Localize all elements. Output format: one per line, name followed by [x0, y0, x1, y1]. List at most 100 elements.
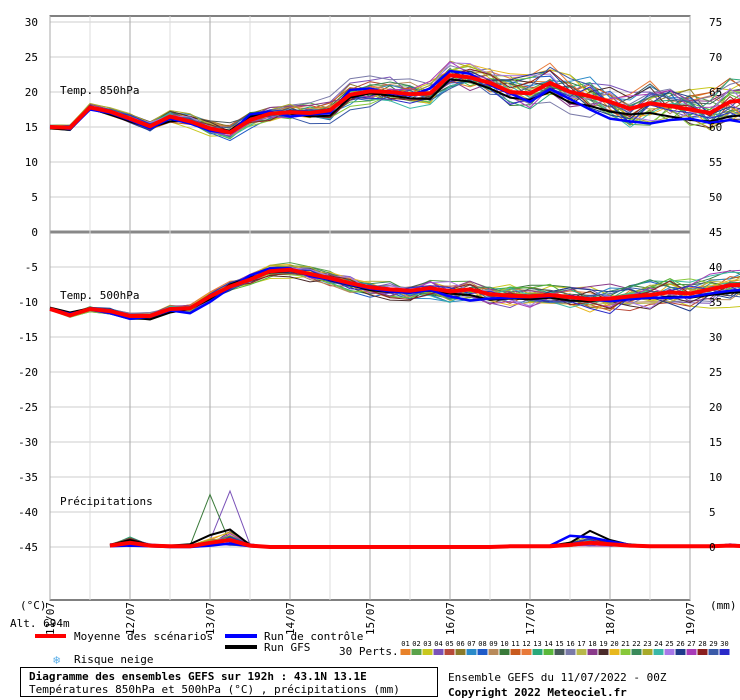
pert-25-number: 25	[665, 640, 673, 648]
chart-legend: Moyenne des scénarios Run de contrôleRun …	[35, 630, 730, 667]
right-tick-label: 15	[709, 436, 722, 449]
pert-06-swatch	[455, 649, 466, 655]
diagram-title: Diagramme des ensembles GEFS sur 192h : …	[29, 670, 367, 683]
pert-26-number: 26	[676, 640, 684, 648]
pert-18-number: 18	[588, 640, 596, 648]
pert-16-swatch	[565, 649, 576, 655]
pert-01-swatch	[400, 649, 411, 655]
right-tick-label: 60	[709, 121, 722, 134]
panel-label-precip: Précipitations	[60, 495, 153, 508]
panel-label-t500: Temp. 500hPa	[60, 289, 139, 302]
right-tick-label: 50	[709, 191, 722, 204]
left-axis-unit: (°C)	[20, 599, 47, 612]
snowflake-icon: ❄	[53, 653, 60, 667]
pert-29-swatch	[708, 649, 719, 655]
left-tick-label: 25	[25, 51, 38, 64]
pert-18-swatch	[587, 649, 598, 655]
x-tick-label: 16/07	[444, 602, 457, 635]
pert-01-number: 01	[401, 640, 409, 648]
pert-11-swatch	[510, 649, 521, 655]
pert-29-number: 29	[709, 640, 717, 648]
panel-label-t850: Temp. 850hPa	[60, 84, 139, 97]
left-tick-label: -10	[18, 296, 38, 309]
legend-mean-label: Moyenne des scénarios	[74, 630, 213, 643]
legend-gfs-label: Run GFS	[264, 641, 310, 654]
pert-28-number: 28	[698, 640, 706, 648]
pert-14-number: 14	[544, 640, 552, 648]
pert-05-swatch	[444, 649, 455, 655]
right-tick-label: 70	[709, 51, 722, 64]
left-tick-label: -5	[25, 261, 38, 274]
pert-04-number: 04	[434, 640, 442, 648]
pert-23-swatch	[642, 649, 653, 655]
pert-19-number: 19	[599, 640, 607, 648]
x-tick-label: 14/07	[284, 602, 297, 635]
pert-25-swatch	[664, 649, 675, 655]
left-tick-label: -25	[18, 401, 38, 414]
pert-21-number: 21	[621, 640, 629, 648]
pert-02-number: 02	[412, 640, 420, 648]
pert-13-swatch	[532, 649, 543, 655]
pert-26-swatch	[675, 649, 686, 655]
pert-05-number: 05	[445, 640, 453, 648]
right-tick-label: 45	[709, 226, 722, 239]
mean-t850-line	[49, 73, 740, 135]
pert-21-swatch	[620, 649, 631, 655]
right-tick-label: 30	[709, 331, 722, 344]
legend-perts-label: 30 Perts.	[339, 645, 399, 658]
right-axis-unit: (mm)	[710, 599, 737, 612]
pert-27-number: 27	[687, 640, 695, 648]
pert-17-number: 17	[577, 640, 585, 648]
pert-17-swatch	[576, 649, 587, 655]
right-tick-label: 10	[709, 471, 722, 484]
diagram-subtitle: Températures 850hPa et 500hPa (°C) , pré…	[29, 683, 400, 696]
chart-axes: 302520151050-5-10-15-20-25-30-35-40-4575…	[10, 16, 737, 635]
run-info: Ensemble GEFS du 11/07/2022 - 00Z Copyri…	[448, 670, 667, 700]
pert-23-number: 23	[643, 640, 651, 648]
mean-t500-line	[49, 267, 740, 318]
pert-22-number: 22	[632, 640, 640, 648]
pert-30-number: 30	[720, 640, 728, 648]
right-tick-label: 65	[709, 86, 722, 99]
pert-12-number: 12	[522, 640, 530, 648]
pert-09-number: 09	[489, 640, 497, 648]
x-tick-label: 17/07	[524, 602, 537, 635]
pert-08-swatch	[477, 649, 488, 655]
x-tick-label: 19/07	[684, 602, 697, 635]
pert-10-precip-line	[109, 493, 740, 548]
run-label: Ensemble GEFS du 11/07/2022 - 00Z	[448, 671, 667, 684]
left-tick-label: -30	[18, 436, 38, 449]
pert-03-swatch	[422, 649, 433, 655]
diagram-info-box: Diagramme des ensembles GEFS sur 192h : …	[20, 667, 438, 697]
right-tick-label: 0	[709, 541, 716, 554]
left-tick-label: -35	[18, 471, 38, 484]
pert-24-t850-line	[49, 81, 740, 138]
pert-16-number: 16	[566, 640, 574, 648]
pert-07-number: 07	[467, 640, 475, 648]
pert-20-number: 20	[610, 640, 618, 648]
left-tick-label: 30	[25, 16, 38, 29]
left-tick-label: -40	[18, 506, 38, 519]
legend-control-label: Run de contrôle	[264, 630, 363, 643]
pert-08-number: 08	[478, 640, 486, 648]
left-tick-label: 5	[31, 191, 38, 204]
x-tick-label: 15/07	[364, 602, 377, 635]
x-tick-label: 18/07	[604, 602, 617, 635]
pert-20-swatch	[609, 649, 620, 655]
pert-28-swatch	[697, 649, 708, 655]
pert-10-swatch	[499, 649, 510, 655]
right-tick-label: 35	[709, 296, 722, 309]
pert-13-number: 13	[533, 640, 541, 648]
right-tick-label: 75	[709, 16, 722, 29]
pert-22-swatch	[631, 649, 642, 655]
left-tick-label: 10	[25, 156, 38, 169]
left-tick-label: -20	[18, 366, 38, 379]
left-tick-label: -45	[18, 541, 38, 554]
pert-07-swatch	[466, 649, 477, 655]
pert-27-swatch	[686, 649, 697, 655]
altitude-label: Alt. 694m	[10, 617, 70, 630]
mean-precip-line	[109, 537, 740, 549]
chart-series	[49, 60, 740, 549]
pert-04-swatch	[433, 649, 444, 655]
